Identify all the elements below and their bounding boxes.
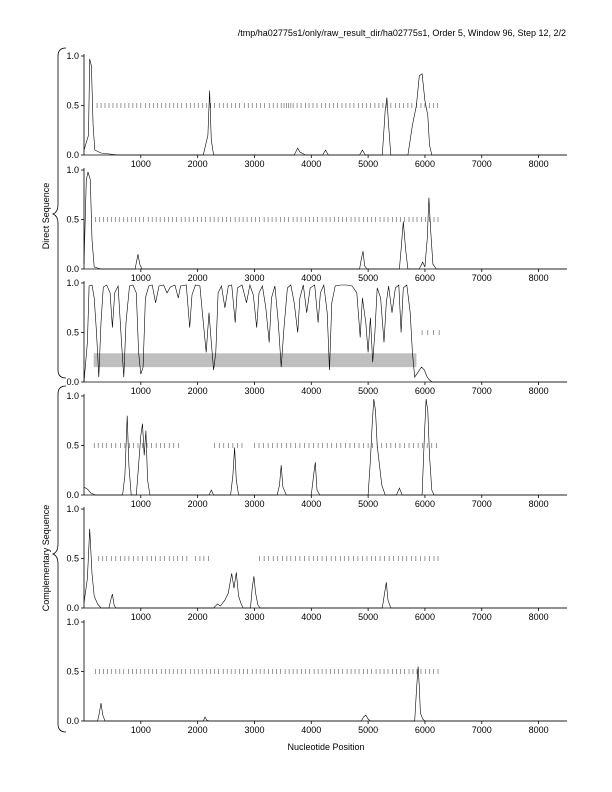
x-tick-label: 7000 — [472, 386, 492, 396]
y-tick-label: 0.0 — [66, 264, 79, 274]
panels: 0.0 0.5 1.0 1000 2000 3000 4000 5000 6000 7000 800… — [66, 51, 567, 735]
x-tick-label: 2000 — [188, 612, 208, 622]
x-tick-label: 1000 — [131, 159, 151, 169]
y-tick-label: 0.5 — [66, 441, 79, 451]
x-tick-label: 2000 — [188, 725, 208, 735]
panel-2-series-line — [83, 171, 567, 270]
x-tick-label: 8000 — [529, 273, 549, 283]
x-tick-label: 7000 — [472, 159, 492, 169]
x-tick-label: 6000 — [415, 725, 435, 735]
panel-4: 0.0 0.5 1.0 1000 2000 3000 4000 5000 6000 7000 800… — [66, 391, 567, 509]
y-tick-label: 0.5 — [66, 554, 79, 564]
x-tick-label: 5000 — [358, 273, 378, 283]
x-tick-label: 8000 — [529, 499, 549, 509]
x-tick-label: 2000 — [188, 499, 208, 509]
x-tick-label: 5000 — [358, 612, 378, 622]
x-tick-label: 1000 — [131, 273, 151, 283]
x-tick-label: 3000 — [244, 273, 264, 283]
x-tick-label: 5000 — [358, 386, 378, 396]
panel-1-series-line — [83, 58, 567, 156]
direct-sequence-bracket — [51, 47, 67, 379]
x-tick-label: 3000 — [244, 612, 264, 622]
y-tick-label: 0.5 — [66, 328, 79, 338]
x-tick-label: 8000 — [529, 612, 549, 622]
x-tick-label: 4000 — [301, 386, 321, 396]
x-tick-label: 2000 — [188, 159, 208, 169]
x-tick-label: 1000 — [131, 725, 151, 735]
x-tick-label: 1000 — [131, 386, 151, 396]
complementary-sequence-label: Complementary Sequence — [41, 505, 51, 612]
x-tick-label: 6000 — [415, 159, 435, 169]
x-tick-label: 5000 — [358, 499, 378, 509]
panel-6-series-line — [84, 666, 567, 722]
x-tick-label: 7000 — [472, 725, 492, 735]
y-tick-label: 1.0 — [66, 504, 79, 514]
y-tick-label: 1.0 — [66, 617, 79, 627]
panel-5: 0.0 0.5 1.0 1000 2000 3000 4000 5000 6000 7000 800… — [66, 504, 567, 622]
x-tick-label: 2000 — [188, 273, 208, 283]
panel-3: 0.0 0.5 1.0 1000 2000 3000 4000 5000 6000 7000 800… — [66, 278, 567, 396]
y-tick-label: 1.0 — [66, 165, 79, 175]
x-tick-label: 6000 — [415, 499, 435, 509]
x-tick-label: 8000 — [529, 725, 549, 735]
x-tick-label: 4000 — [301, 159, 321, 169]
x-tick-label: 7000 — [472, 273, 492, 283]
x-tick-label: 8000 — [529, 159, 549, 169]
panel-1: 0.0 0.5 1.0 1000 2000 3000 4000 5000 6000 7000 800… — [66, 51, 567, 169]
x-tick-label: 3000 — [244, 725, 264, 735]
x-tick-label: 3000 — [244, 159, 264, 169]
y-tick-label: 0.0 — [66, 377, 79, 387]
x-tick-label: 3000 — [244, 386, 264, 396]
x-tick-label: 4000 — [301, 273, 321, 283]
y-tick-label: 1.0 — [66, 278, 79, 288]
panel-4-series-line — [83, 398, 567, 496]
y-tick-label: 0.0 — [66, 603, 79, 613]
panel-2: 0.0 0.5 1.0 1000 2000 3000 4000 5000 6000 7000 800… — [66, 165, 567, 283]
x-tick-label: 4000 — [301, 499, 321, 509]
y-tick-label: 0.0 — [66, 716, 79, 726]
x-tick-label: 4000 — [301, 612, 321, 622]
x-tick-label: 5000 — [358, 159, 378, 169]
complementary-sequence-bracket — [51, 385, 67, 733]
panel-3-series-line — [83, 283, 567, 383]
direct-sequence-label: Direct Sequence — [41, 183, 51, 250]
panel-5-series-line — [83, 528, 567, 609]
x-tick-label: 2000 — [188, 386, 208, 396]
y-tick-label: 1.0 — [66, 51, 79, 61]
panel-6: 0.0 0.5 1.0 1000 2000 3000 4000 5000 6000 7000 800… — [66, 617, 567, 735]
y-tick-label: 0.0 — [66, 150, 79, 160]
x-tick-label: 3000 — [244, 499, 264, 509]
x-tick-label: 6000 — [415, 612, 435, 622]
x-tick-label: 5000 — [358, 725, 378, 735]
y-tick-label: 0.5 — [66, 667, 79, 677]
x-tick-label: 8000 — [529, 386, 549, 396]
y-tick-label: 0.5 — [66, 215, 79, 225]
y-tick-label: 1.0 — [66, 391, 79, 401]
y-tick-label: 0.5 — [66, 101, 79, 111]
y-tick-label: 0.0 — [66, 490, 79, 500]
x-tick-label: 7000 — [472, 612, 492, 622]
figure-header: /tmp/ha02775s1/only/raw_result_dir/ha027… — [238, 28, 566, 38]
x-tick-label: 7000 — [472, 499, 492, 509]
x-tick-label: 4000 — [301, 725, 321, 735]
x-tick-label: 1000 — [131, 499, 151, 509]
x-tick-label: 1000 — [131, 612, 151, 622]
x-tick-label: 6000 — [415, 273, 435, 283]
x-axis-title: Nucleotide Position — [287, 742, 364, 752]
x-tick-label: 6000 — [415, 386, 435, 396]
panel-3-shaded-band — [93, 353, 417, 368]
